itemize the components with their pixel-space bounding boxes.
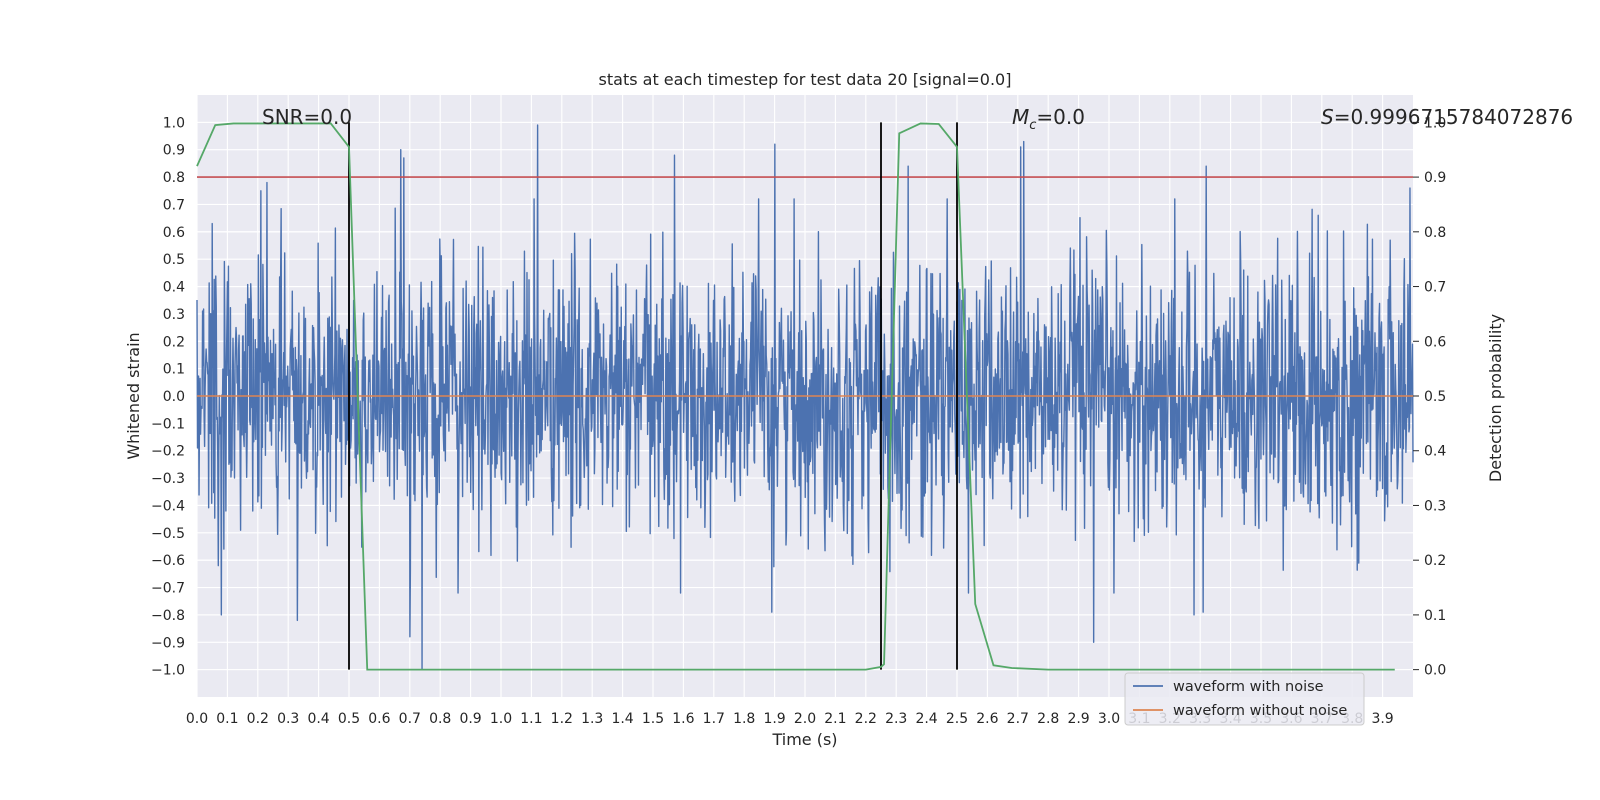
x-tick-label: 1.5 <box>642 711 664 727</box>
x-tick-label: 1.6 <box>672 711 694 727</box>
x-tick-label: 1.4 <box>611 711 633 727</box>
x-tick-label: 2.1 <box>824 711 846 727</box>
x-tick-label: 1.2 <box>551 711 573 727</box>
y-tick-label-right: 0.7 <box>1424 280 1446 296</box>
y-tick-label-left: 0.3 <box>163 307 185 323</box>
detection-probability-line <box>196 122 1395 671</box>
y-tick-label-right: 0.8 <box>1424 225 1446 241</box>
y-tick-label-left: 0.5 <box>163 252 185 268</box>
y-tick-label-left: 0.7 <box>163 197 185 213</box>
s-symbol: S <box>1321 105 1334 129</box>
x-tick-label: 2.4 <box>915 711 937 727</box>
x-tick-label: 2.5 <box>946 711 968 727</box>
x-tick-label: 3.0 <box>1098 711 1120 727</box>
overlay-lines <box>196 122 1413 671</box>
y-tick-label-right: 1.0 <box>1424 115 1446 131</box>
chirp-mass-annotation: Mc=0.0 <box>1012 105 1085 133</box>
x-tick-label: 2.3 <box>885 711 907 727</box>
x-tick-label: 1.9 <box>763 711 785 727</box>
y-tick-label-right: 0.2 <box>1424 553 1446 569</box>
y-tick-label-left: −0.3 <box>151 471 185 487</box>
y-axis-label-left: Whitened strain <box>124 332 143 459</box>
x-tick-label: 1.7 <box>703 711 725 727</box>
y-tick-label-left: 1.0 <box>163 115 185 131</box>
x-tick-label: 2.8 <box>1037 711 1059 727</box>
x-tick-label: 0.8 <box>429 711 451 727</box>
x-tick-label: 0.5 <box>338 711 360 727</box>
y-tick-label-left: −0.1 <box>151 416 185 432</box>
x-tick-label: 1.0 <box>490 711 512 727</box>
x-tick-label: 2.9 <box>1067 711 1089 727</box>
x-tick-label: 0.1 <box>216 711 238 727</box>
x-tick-label: 0.7 <box>399 711 421 727</box>
y-tick-label-left: 0.0 <box>163 389 185 405</box>
y-tick-label-right: 0.0 <box>1424 663 1446 679</box>
y-tick-label-left: 0.4 <box>163 280 185 296</box>
x-tick-label: 2.0 <box>794 711 816 727</box>
score-annotation: S=0.9996715784072876 <box>1321 105 1573 129</box>
x-tick-label: 2.7 <box>1007 711 1029 727</box>
y-tick-label-left: −0.8 <box>151 608 185 624</box>
x-tick-label: 1.3 <box>581 711 603 727</box>
y-tick-label-left: −0.6 <box>151 553 185 569</box>
mc-subscript: c <box>1029 118 1036 133</box>
y-tick-label-right: 0.9 <box>1424 170 1446 186</box>
x-tick-label: 0.6 <box>368 711 390 727</box>
y-tick-label-left: 0.1 <box>163 362 185 378</box>
x-tick-label: 0.0 <box>186 711 208 727</box>
s-value: =0.9996715784072876 <box>1334 105 1573 129</box>
mc-symbol: M <box>1012 105 1029 129</box>
waveform-with-noise-series <box>196 124 1414 671</box>
x-tick-label: 3.9 <box>1371 711 1393 727</box>
x-tick-label: 0.4 <box>307 711 329 727</box>
y-tick-label-left: 0.2 <box>163 334 185 350</box>
x-tick-label: 0.2 <box>247 711 269 727</box>
x-tick-label: 0.3 <box>277 711 299 727</box>
y-tick-label-right: 0.5 <box>1424 389 1446 405</box>
y-tick-label-right: 0.3 <box>1424 498 1446 514</box>
y-tick-label-left: −0.7 <box>151 581 185 597</box>
x-axis-label: Time (s) <box>771 730 837 749</box>
chart-title: stats at each timestep for test data 20 … <box>599 70 1012 89</box>
y-tick-label-left: 0.9 <box>163 143 185 159</box>
y-tick-label-left: −0.4 <box>151 498 185 514</box>
legend: waveform with noise waveform without noi… <box>1124 672 1365 726</box>
x-tick-label: 1.1 <box>520 711 542 727</box>
x-tick-label: 2.2 <box>855 711 877 727</box>
y-tick-label-left: 0.6 <box>163 225 185 241</box>
noise-waveform-line <box>196 124 1414 671</box>
y-tick-label-right: 0.4 <box>1424 444 1446 460</box>
mc-value: =0.0 <box>1036 105 1085 129</box>
y-axis-label-right: Detection probability <box>1486 314 1505 482</box>
snr-annotation: SNR=0.0 <box>262 105 352 129</box>
x-tick-label: 0.9 <box>459 711 481 727</box>
y-tick-label-left: −1.0 <box>151 663 185 679</box>
y-tick-label-left: 0.8 <box>163 170 185 186</box>
y-tick-label-left: −0.2 <box>151 444 185 460</box>
y-tick-label-right: 0.6 <box>1424 334 1446 350</box>
y-tick-label-left: −0.9 <box>151 635 185 651</box>
legend-label-clean: waveform without noise <box>1173 703 1347 719</box>
legend-box <box>1124 672 1365 726</box>
legend-label-noise: waveform with noise <box>1173 679 1324 695</box>
y-tick-label-left: −0.5 <box>151 526 185 542</box>
y-tick-label-right: 0.1 <box>1424 608 1446 624</box>
x-tick-label: 1.8 <box>733 711 755 727</box>
x-tick-label: 2.6 <box>976 711 998 727</box>
